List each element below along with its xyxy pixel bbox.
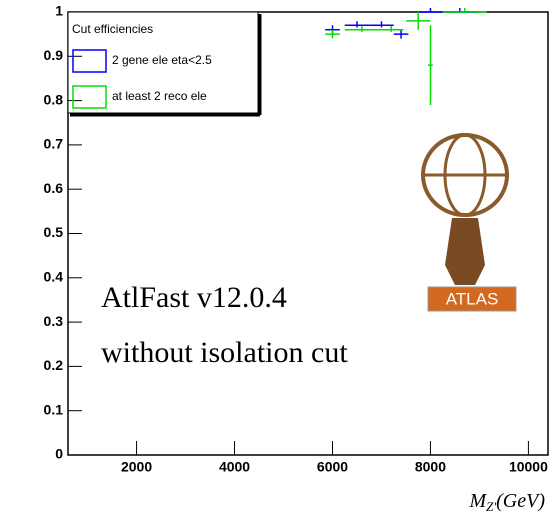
y-tick-label: 0 xyxy=(55,446,63,462)
legend-label: 2 gene ele eta<2.5 xyxy=(112,53,212,67)
y-tick-label: 1 xyxy=(55,3,63,19)
x-tick-label: 6000 xyxy=(317,459,348,475)
x-tick-label: 2000 xyxy=(121,459,152,475)
x-label-sub: Z' xyxy=(486,499,496,514)
y-tick-label: 0.2 xyxy=(44,357,64,373)
legend-swatch xyxy=(72,85,107,109)
x-label-main: M xyxy=(468,490,487,512)
x-tick-label: 10000 xyxy=(509,459,548,475)
legend-swatch xyxy=(72,49,107,73)
y-tick-label: 0.4 xyxy=(44,269,64,285)
y-tick-label: 0.6 xyxy=(44,180,64,196)
logo-text: ATLAS xyxy=(446,289,499,308)
x-tick-label: 8000 xyxy=(415,459,446,475)
x-axis-label: MZ'(GeV) xyxy=(468,490,545,514)
x-label-unit: (GeV) xyxy=(496,490,545,512)
y-tick-label: 0.1 xyxy=(44,401,64,417)
annotation: AtlFast v12.0.4 xyxy=(101,281,287,314)
legend-title: Cut efficiencies xyxy=(72,22,153,36)
y-tick-label: 0.8 xyxy=(44,91,64,107)
annotation: without isolation cut xyxy=(101,336,348,369)
x-tick-label: 4000 xyxy=(219,459,250,475)
y-tick-label: 0.9 xyxy=(44,47,64,63)
legend-box xyxy=(67,11,259,114)
y-tick-label: 0.3 xyxy=(44,313,64,329)
y-tick-label: 0.7 xyxy=(44,136,64,152)
legend-label: at least 2 reco ele xyxy=(112,89,207,103)
atlas-logo: ATLAS xyxy=(421,133,517,312)
y-tick-label: 0.5 xyxy=(44,224,64,240)
